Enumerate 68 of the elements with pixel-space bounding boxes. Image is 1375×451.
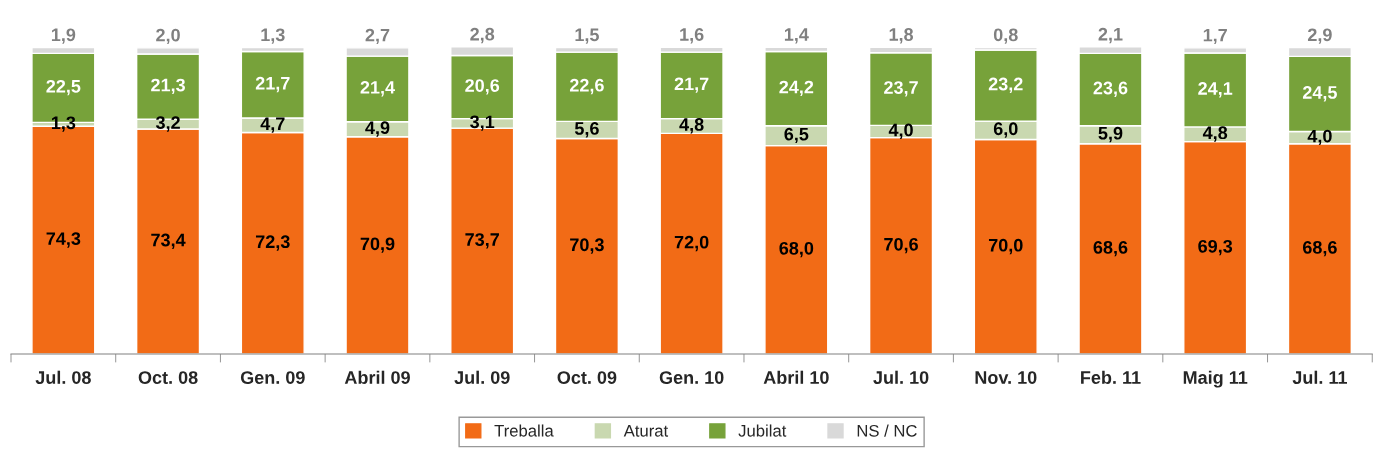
data-label: 0,8 <box>993 28 1018 44</box>
data-label: 1,4 <box>784 28 809 44</box>
data-label: 68,0 <box>779 241 814 258</box>
data-label: 68,6 <box>1093 240 1128 257</box>
data-label: 3,2 <box>155 116 180 132</box>
data-label: 4,0 <box>888 123 913 139</box>
data-label: 24,5 <box>1302 86 1337 102</box>
x-tick-label: Abril 09 <box>344 370 410 384</box>
data-label: 23,7 <box>884 81 918 97</box>
legend-label: NS / NC <box>857 424 917 437</box>
x-tick-label: Jul. 11 <box>1292 370 1347 384</box>
data-label: 24,1 <box>1198 82 1233 98</box>
data-label: 72,3 <box>255 235 290 251</box>
data-label: 22,5 <box>46 79 81 96</box>
x-tick-label: Jul. 08 <box>35 370 91 384</box>
data-label: 2,0 <box>156 28 180 45</box>
legend-label: Jubilat <box>738 424 787 437</box>
data-label: 2,8 <box>470 27 495 44</box>
data-label: 2,1 <box>1098 27 1123 44</box>
data-label: 3,1 <box>470 115 495 131</box>
data-label: 21,7 <box>255 76 290 93</box>
x-tick-label: Jul. 10 <box>873 370 929 384</box>
data-label: 68,6 <box>1302 240 1337 257</box>
x-tick-label: Oct. 09 <box>557 371 617 384</box>
data-label: 1,9 <box>51 28 76 44</box>
data-label: 4,8 <box>679 118 704 134</box>
data-label: 1,3 <box>261 28 285 44</box>
data-label: 6,5 <box>784 127 809 144</box>
data-label: 70,0 <box>988 238 1023 255</box>
data-label: 21,4 <box>360 80 395 97</box>
data-label: 1,5 <box>575 28 599 44</box>
data-label: 72,0 <box>674 235 709 252</box>
data-label: 2,9 <box>1307 28 1332 44</box>
data-label: 73,7 <box>465 233 499 249</box>
data-label: 23,6 <box>1093 81 1128 97</box>
legend-label: Treballa <box>494 424 554 437</box>
data-label: 4,9 <box>365 121 390 137</box>
x-tick-label: Jul. 09 <box>454 370 510 384</box>
data-label: 22,6 <box>569 78 604 95</box>
data-label: 6,0 <box>993 122 1018 138</box>
data-label: 5,6 <box>574 122 599 138</box>
x-tick-label: Gen. 09 <box>240 371 305 384</box>
x-tick-label: Nov. 10 <box>975 371 1037 384</box>
legend-label: Aturat <box>623 425 669 437</box>
x-tick-label: Gen. 10 <box>659 371 724 384</box>
data-label: 69,3 <box>1198 239 1233 256</box>
x-tick-label: Oct. 08 <box>138 371 198 384</box>
data-label: 1,6 <box>680 28 704 44</box>
x-tick-label: Feb. 11 <box>1081 370 1141 384</box>
data-label: 1,8 <box>889 28 914 44</box>
data-label: 70,9 <box>360 237 395 253</box>
data-label: 4,7 <box>260 117 285 133</box>
data-label: 4,8 <box>1202 126 1228 142</box>
data-label: 24,2 <box>779 80 814 97</box>
x-tick-label: Maig 11 <box>1183 370 1248 388</box>
data-label: 74,3 <box>46 232 81 248</box>
data-label: 1,7 <box>1203 28 1227 45</box>
x-tick-label: Abril 10 <box>763 370 829 384</box>
data-label: 4,0 <box>1307 129 1332 146</box>
data-label: 73,4 <box>151 233 186 250</box>
data-label: 21,7 <box>674 77 709 93</box>
data-label: 70,6 <box>884 237 918 254</box>
data-label: 20,6 <box>465 79 500 95</box>
data-label: 2,7 <box>365 28 390 45</box>
data-label: 5,9 <box>1098 126 1123 143</box>
data-label: 70,3 <box>570 238 604 254</box>
data-label: 21,3 <box>151 78 185 95</box>
data-label: 23,2 <box>988 77 1023 94</box>
